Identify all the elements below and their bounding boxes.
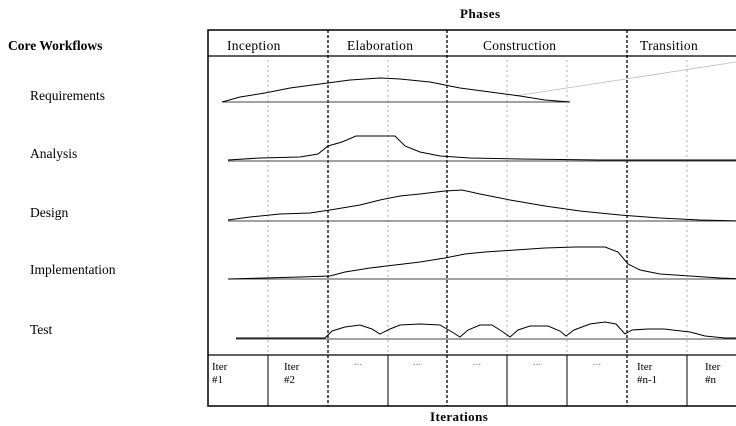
- iterations-title: Iterations: [430, 409, 489, 424]
- implementation-curve: [227, 246, 736, 280]
- iteration-cell: Iter #1: [212, 361, 252, 387]
- iteration-cell: Iter #n-1: [637, 361, 677, 387]
- phase-inception: Inception: [227, 38, 281, 53]
- iteration-cell-line2: #n-1: [637, 374, 658, 386]
- workflow-analysis: Analysis: [30, 146, 78, 161]
- design-curve: [227, 189, 736, 222]
- phase-transition: Transition: [640, 38, 699, 53]
- iteration-cell-line1: Iter: [705, 361, 721, 373]
- iteration-cell-line2: #2: [284, 374, 295, 386]
- iteration-cell-line1: ...: [532, 356, 542, 368]
- phases-title: Phases: [460, 6, 501, 21]
- workflow-requirements: Requirements: [30, 88, 105, 103]
- iteration-cell: ...: [467, 356, 487, 369]
- phase-construction: Construction: [483, 38, 557, 53]
- analysis-curve: [227, 135, 736, 162]
- iteration-cell-line1: Iter: [212, 361, 228, 373]
- test-curve: [236, 321, 736, 340]
- iteration-cell-dividers: [267, 355, 688, 406]
- iteration-cell-line2: #n: [705, 374, 716, 386]
- workflow-implementation: Implementation: [30, 262, 116, 277]
- phase-elaboration: Elaboration: [347, 38, 414, 53]
- iteration-cell: ...: [348, 356, 368, 369]
- iteration-cell-line1: ...: [472, 356, 482, 368]
- iteration-cell-line1: Iter: [637, 361, 653, 373]
- diagram-frame: [207, 29, 736, 407]
- iteration-cell-line1: ...: [592, 356, 602, 368]
- iteration-cell: ...: [407, 356, 427, 369]
- iteration-cell-line1: ...: [412, 356, 422, 368]
- iteration-guides: [267, 60, 688, 355]
- iteration-cell: ...: [527, 356, 547, 369]
- workflow-design: Design: [30, 205, 69, 220]
- iteration-cell: ...: [587, 356, 607, 369]
- iteration-cell: Iter #2: [284, 361, 324, 387]
- workflow-test: Test: [30, 322, 53, 337]
- iteration-cell-line2: #1: [212, 374, 223, 386]
- phase-boundaries: [327, 30, 628, 406]
- requirements-pointer-line: [514, 61, 736, 97]
- core-workflows-title: Core Workflows: [8, 38, 103, 53]
- requirements-curve: [221, 77, 571, 103]
- iteration-cell-line1: ...: [353, 356, 363, 368]
- iteration-cell-line1: Iter: [284, 361, 300, 373]
- iteration-cell: Iter #n: [705, 361, 735, 387]
